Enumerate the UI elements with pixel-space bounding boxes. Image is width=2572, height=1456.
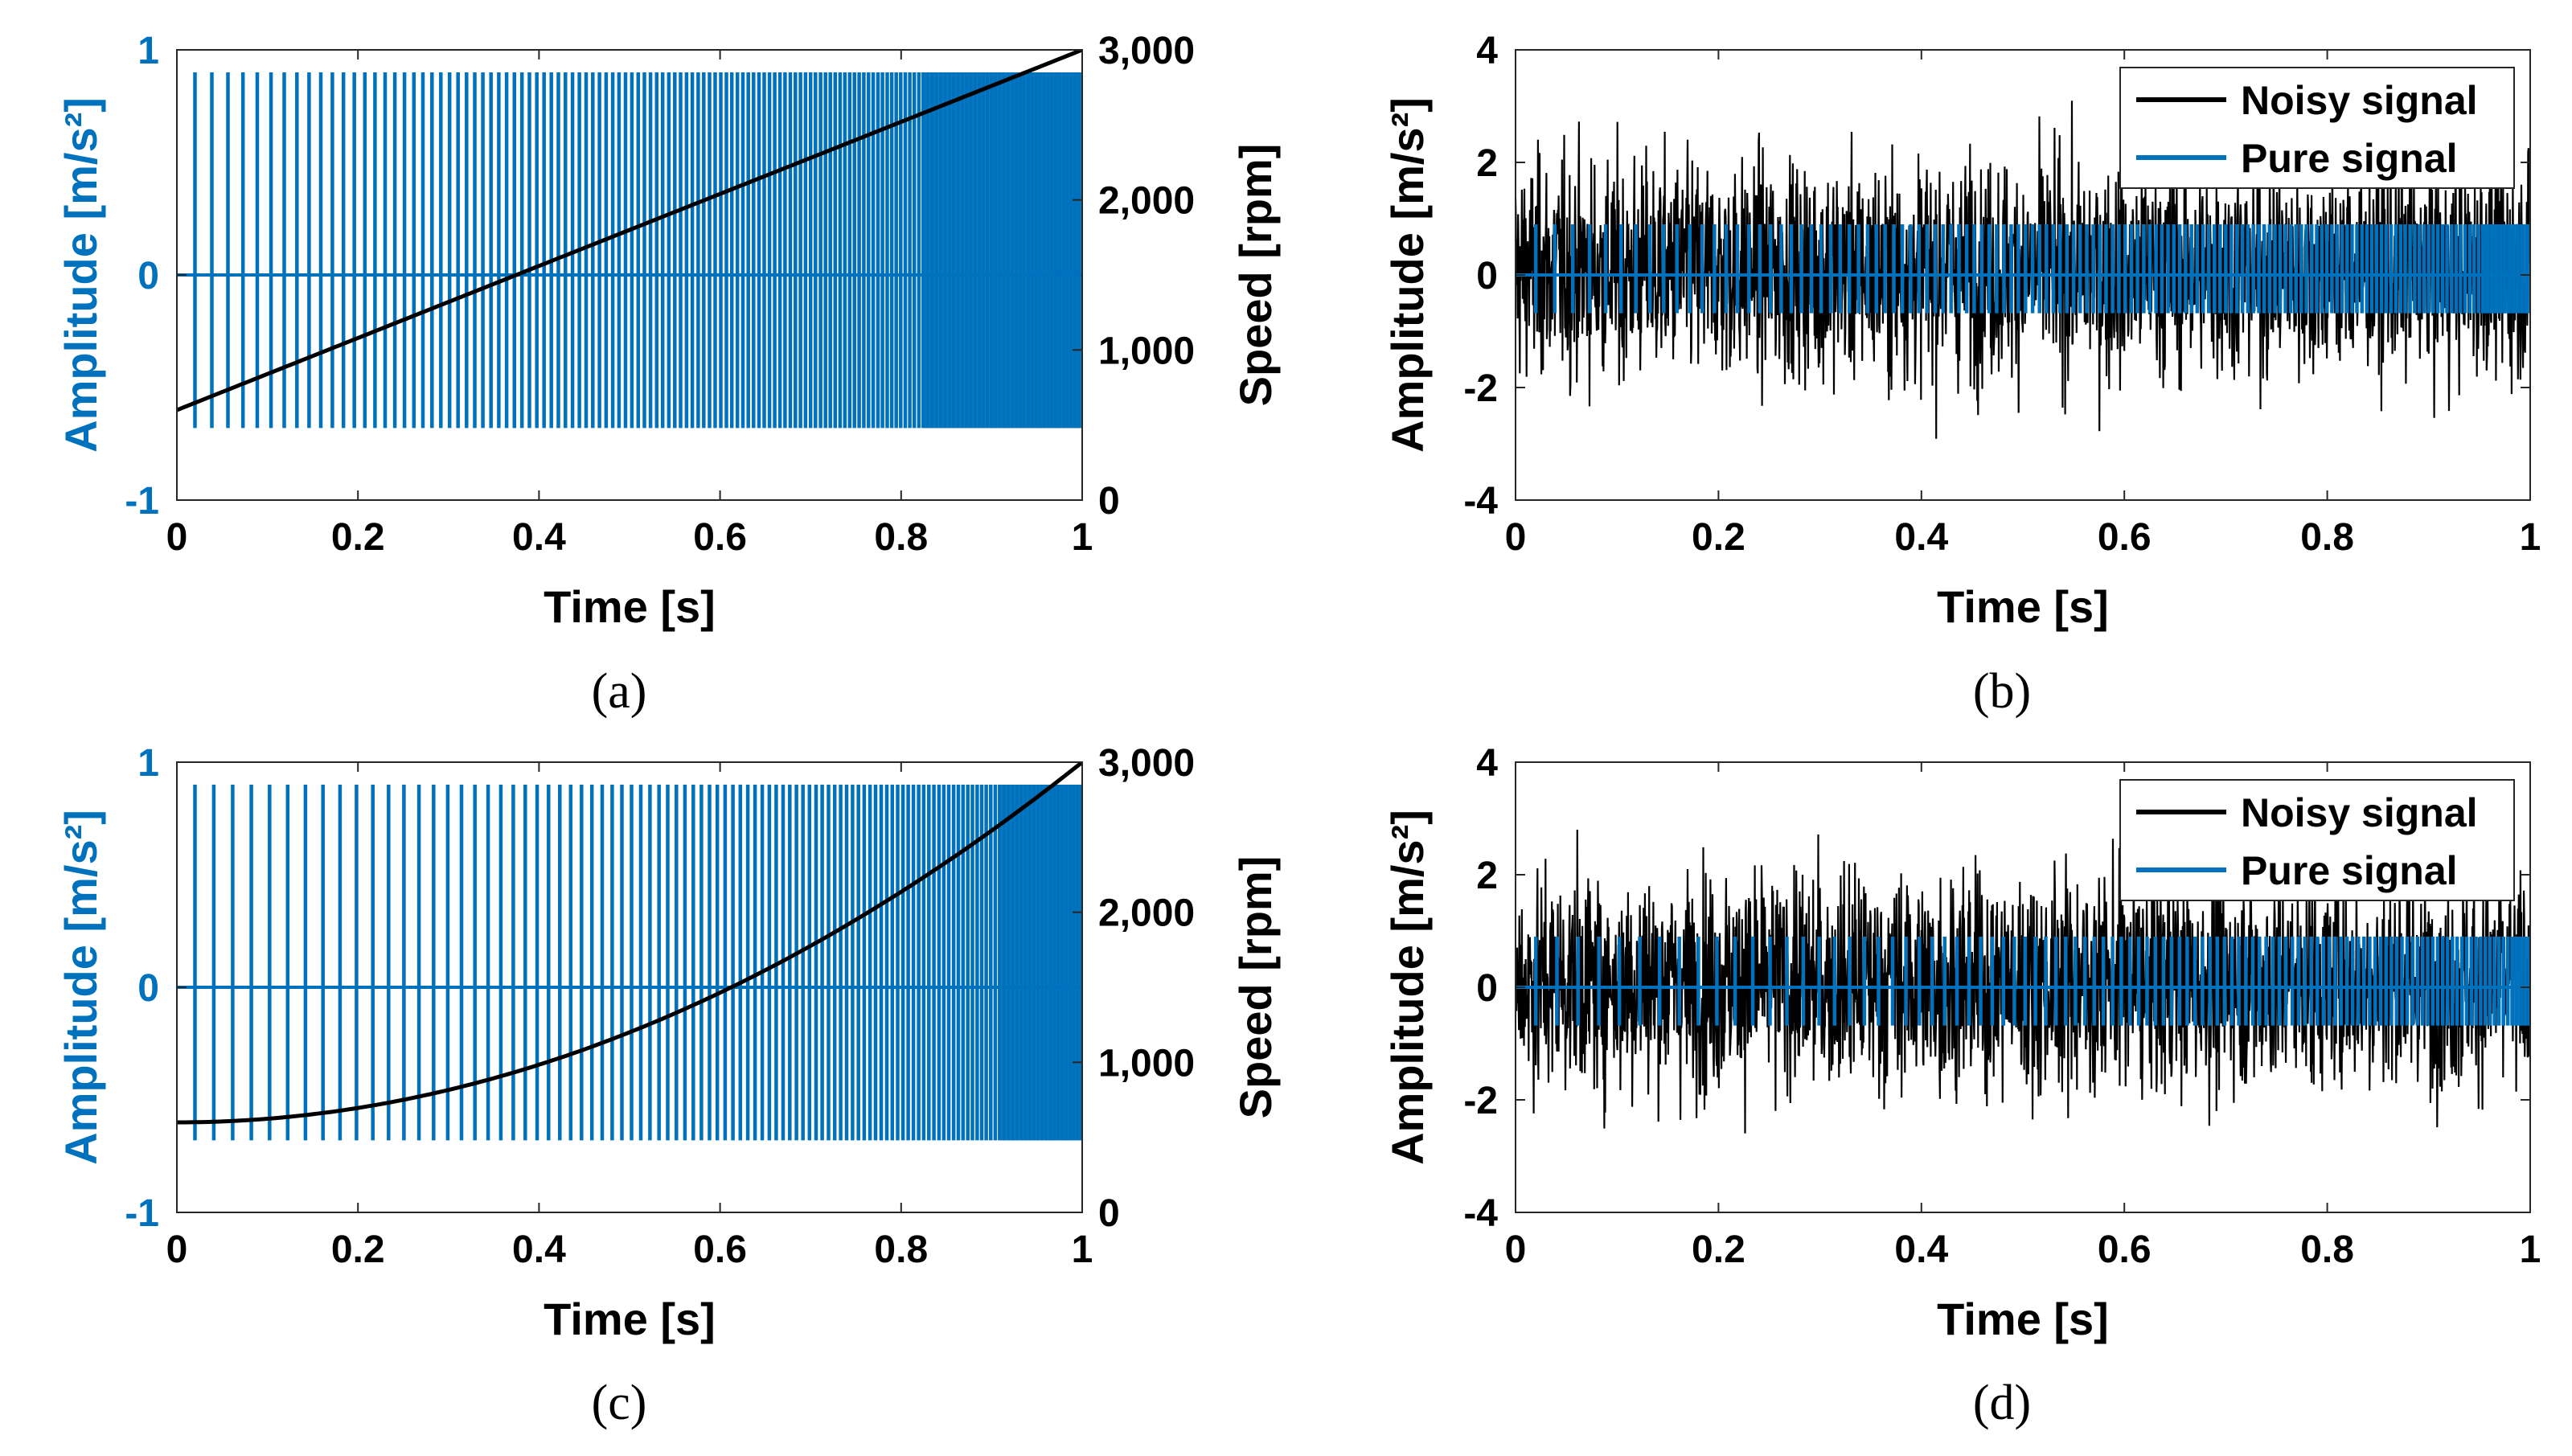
pure-signal-dense-region [923, 72, 1082, 429]
pure-signal-dense-region [2512, 937, 2530, 1026]
legend-box [2119, 67, 2515, 189]
y-tick-label: 0 [1476, 967, 1498, 1010]
x-tick-label: 0.2 [331, 516, 385, 559]
legend: Noisy signal Pure signal [2119, 779, 2515, 901]
plot-area [177, 762, 1082, 1141]
y-right-tick-label: 1,000 [1098, 330, 1195, 372]
pure-signal-impulses [1533, 937, 2530, 1026]
x-tick-label: 0.8 [2300, 516, 2354, 559]
x-tick-label: 0.6 [693, 516, 747, 559]
y-tick-label: -1 [125, 480, 159, 523]
x-tick-label: 1 [2520, 516, 2541, 559]
noisy-signal-line [1516, 829, 2530, 1134]
panel-caption: (a) [592, 664, 647, 719]
y-tick-label: 1 [137, 30, 159, 72]
chart-panel-d: 0 0.2 0.4 0.6 0.8 1 Time [s] -4 -2 0 2 4 Amplitude [… [1382, 742, 2541, 1430]
y-axis-label: Amplitude [m/s²] [55, 810, 106, 1165]
x-tick-label: 0.4 [1894, 516, 1948, 559]
x-tick-label: 0 [166, 516, 188, 559]
x-tick-label: 0.8 [874, 516, 928, 559]
y-axis-label: Amplitude [m/s²] [55, 97, 106, 453]
panel-caption: (c) [592, 1376, 647, 1430]
y-tick-label: 0 [1476, 255, 1498, 297]
x-tick-label: 0.2 [1692, 516, 1745, 559]
panel-caption: (d) [1973, 1376, 2031, 1430]
y-right-tick-label: 2,000 [1098, 180, 1195, 223]
legend-label: Noisy signal [2241, 790, 2478, 835]
y-right-tick-label: 3,000 [1098, 742, 1195, 785]
panel-caption: (b) [1973, 664, 2031, 719]
y-tick-label: -4 [1463, 1192, 1498, 1235]
x-axis-label: Time [s] [1937, 1294, 2109, 1344]
y-right-tick-label: 1,000 [1098, 1042, 1195, 1085]
x-tick-label: 0.2 [1692, 1228, 1745, 1271]
legend: Noisy signal Pure signal [2119, 67, 2515, 189]
y-tick-label: -2 [1463, 1080, 1498, 1122]
x-axis-label: Time [s] [544, 1294, 716, 1344]
y-tick-label: 0 [137, 255, 159, 297]
x-tick-label: 0.8 [2300, 1228, 2354, 1271]
x-tick-label: 0.2 [331, 1228, 385, 1271]
chart-panel-b: 0 0.2 0.4 0.6 0.8 1 Time [s] -4 -2 0 2 4 Amplitude [… [1382, 30, 2541, 719]
x-tick-label: 0.4 [1894, 1228, 1948, 1271]
speed-line [177, 50, 1082, 412]
x-tick-label: 0 [166, 1228, 188, 1271]
x-tick-label: 1 [1072, 1228, 1093, 1271]
pure-signal-dense-region [999, 785, 1082, 1141]
y-tick-label: 4 [1476, 30, 1498, 72]
x-tick-label: 1 [1072, 516, 1093, 559]
legend-label: Pure signal [2241, 848, 2458, 893]
y-tick-label: -4 [1463, 480, 1498, 523]
x-tick-label: 0.4 [512, 1228, 566, 1271]
y-tick-label: -2 [1463, 367, 1498, 410]
x-axis-label: Time [s] [1937, 581, 2109, 632]
y-right-tick-label: 3,000 [1098, 30, 1195, 72]
y-right-tick-label: 0 [1098, 480, 1120, 523]
y-tick-label: 1 [137, 742, 159, 785]
legend-label: Pure signal [2241, 136, 2458, 181]
x-tick-label: 0.4 [512, 516, 566, 559]
y-right-tick-label: 2,000 [1098, 892, 1195, 935]
y-right-tick-label: 0 [1098, 1192, 1120, 1235]
y-right-axis-label: Speed [rpm] [1230, 856, 1281, 1119]
y-axis-label: Amplitude [m/s²] [1382, 810, 1433, 1165]
speed-line [177, 762, 1082, 1125]
x-tick-label: 0.6 [693, 1228, 747, 1271]
y-axis-label: Amplitude [m/s²] [1382, 97, 1433, 453]
y-right-axis-label: Speed [rpm] [1230, 144, 1281, 407]
plot-area [1516, 829, 2530, 1134]
x-tick-label: 0.6 [2098, 516, 2152, 559]
y-tick-label: -1 [125, 1192, 159, 1235]
x-tick-label: 0.8 [874, 1228, 928, 1271]
pure-signal-impulses [193, 785, 1082, 1141]
y-tick-label: 2 [1476, 142, 1498, 185]
x-tick-label: 0.6 [2098, 1228, 2152, 1271]
y-tick-label: 2 [1476, 855, 1498, 897]
plot-area [177, 50, 1082, 429]
legend-box [2119, 779, 2515, 901]
pure-signal-impulses [1533, 224, 2529, 314]
y-tick-label: 0 [137, 967, 159, 1010]
x-tick-label: 0 [1505, 1228, 1527, 1271]
x-tick-label: 1 [2520, 1228, 2541, 1271]
legend-label: Noisy signal [2241, 78, 2478, 123]
pure-signal-dense-region [2483, 224, 2530, 314]
y-tick-label: 4 [1476, 742, 1498, 785]
x-tick-label: 0 [1505, 516, 1527, 559]
x-axis-label: Time [s] [544, 581, 716, 632]
